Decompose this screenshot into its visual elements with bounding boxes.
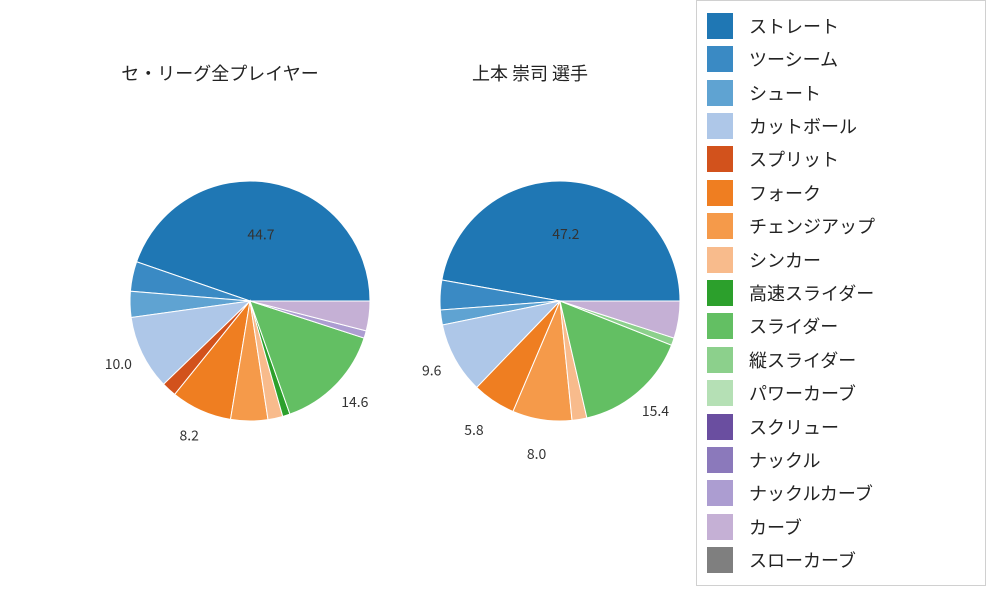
pie-slice-label: 47.2 bbox=[552, 224, 579, 244]
legend-item: スクリュー bbox=[707, 410, 975, 443]
legend-swatch bbox=[707, 247, 733, 273]
legend-label: カーブ bbox=[749, 514, 802, 540]
charts-area: セ・リーグ全プレイヤー 44.7 10.0 8.2 14.6 上本 崇司 選手 47.… bbox=[0, 60, 680, 560]
legend-item: スライダー bbox=[707, 310, 975, 343]
legend-item: フォーク bbox=[707, 176, 975, 209]
legend-swatch bbox=[707, 280, 733, 306]
pie-slice-label: 9.6 bbox=[422, 360, 442, 380]
legend-item: チェンジアップ bbox=[707, 209, 975, 242]
legend-label: スクリュー bbox=[749, 414, 839, 440]
legend-item: ナックル bbox=[707, 443, 975, 476]
legend-label: スプリット bbox=[749, 146, 839, 172]
pie-slice-label: 8.0 bbox=[527, 444, 547, 464]
legend-item: 高速スライダー bbox=[707, 276, 975, 309]
chart-title: 上本 崇司 選手 bbox=[390, 60, 670, 86]
legend-swatch bbox=[707, 180, 733, 206]
legend-label: スライダー bbox=[749, 313, 838, 339]
legend-swatch bbox=[707, 80, 733, 106]
legend-label: 高速スライダー bbox=[749, 280, 874, 306]
legend-label: チェンジアップ bbox=[749, 213, 875, 239]
legend-swatch bbox=[707, 547, 733, 573]
legend-swatch bbox=[707, 13, 733, 39]
legend-label: カットボール bbox=[749, 113, 857, 139]
legend-swatch bbox=[707, 380, 733, 406]
legend-item: シュート bbox=[707, 76, 975, 109]
pie-slice-label: 44.7 bbox=[247, 225, 274, 245]
legend-swatch bbox=[707, 347, 733, 373]
legend-label: ナックル bbox=[749, 447, 820, 473]
legend-item: カーブ bbox=[707, 510, 975, 543]
pie-slice-label: 10.0 bbox=[105, 354, 132, 374]
legend-swatch bbox=[707, 514, 733, 540]
pie-slice-label: 5.8 bbox=[464, 420, 484, 440]
legend: ストレートツーシームシュートカットボールスプリットフォークチェンジアップシンカー… bbox=[696, 0, 986, 586]
legend-item: 縦スライダー bbox=[707, 343, 975, 376]
legend-swatch bbox=[707, 313, 733, 339]
legend-label: シンカー bbox=[749, 247, 821, 273]
legend-swatch bbox=[707, 46, 733, 72]
legend-label: ナックルカーブ bbox=[749, 480, 873, 506]
legend-swatch bbox=[707, 447, 733, 473]
legend-label: シュート bbox=[749, 80, 821, 106]
legend-label: ツーシーム bbox=[749, 46, 838, 72]
legend-item: パワーカーブ bbox=[707, 376, 975, 409]
legend-swatch bbox=[707, 480, 733, 506]
legend-item: シンカー bbox=[707, 243, 975, 276]
legend-swatch bbox=[707, 213, 733, 239]
legend-label: フォーク bbox=[749, 180, 821, 206]
legend-item: カットボール bbox=[707, 109, 975, 142]
legend-item: ツーシーム bbox=[707, 42, 975, 75]
legend-label: 縦スライダー bbox=[749, 347, 856, 373]
legend-item: ストレート bbox=[707, 9, 975, 42]
legend-swatch bbox=[707, 146, 733, 172]
chart-player: 上本 崇司 選手 47.2 9.6 5.8 8.0 15.4 bbox=[390, 60, 670, 471]
legend-item: ナックルカーブ bbox=[707, 477, 975, 510]
pie-slice-label: 14.6 bbox=[341, 392, 368, 412]
legend-swatch bbox=[707, 414, 733, 440]
pie-slice-label: 15.4 bbox=[642, 401, 669, 421]
chart-title: セ・リーグ全プレイヤー bbox=[80, 60, 360, 86]
chart-league: セ・リーグ全プレイヤー 44.710.08.214.6 bbox=[80, 60, 360, 471]
legend-label: ストレート bbox=[749, 13, 839, 39]
legend-label: スローカーブ bbox=[749, 547, 856, 573]
legend-label: パワーカーブ bbox=[749, 380, 856, 406]
legend-item: スローカーブ bbox=[707, 544, 975, 577]
pie-player: 47.2 9.6 5.8 8.0 15.4 bbox=[390, 131, 730, 471]
pie-slice-label: 8.2 bbox=[179, 426, 199, 446]
pie-league: 44.7 10.0 8.2 14.6 bbox=[80, 131, 420, 471]
legend-swatch bbox=[707, 113, 733, 139]
legend-item: スプリット bbox=[707, 143, 975, 176]
